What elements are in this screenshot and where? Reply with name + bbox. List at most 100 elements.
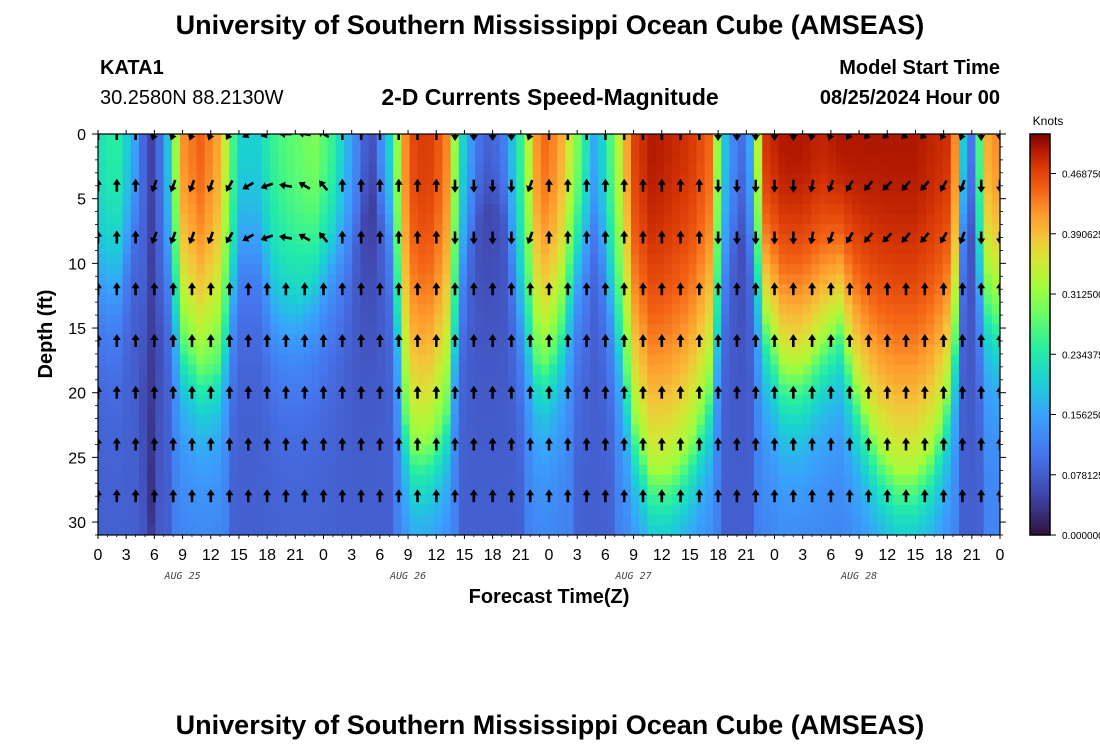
heat-cell — [139, 274, 148, 285]
heat-cell — [286, 364, 296, 376]
heat-cell — [245, 144, 255, 155]
heat-cell — [196, 294, 206, 306]
heat-cell — [598, 324, 607, 336]
heat-cell — [581, 454, 591, 466]
heat-cell — [319, 244, 329, 255]
heat-cell — [294, 414, 304, 426]
heat-cell — [171, 224, 181, 235]
heat-cell — [368, 144, 378, 155]
heat-cell — [770, 404, 780, 416]
heat-cell — [327, 244, 337, 255]
heat-cell — [590, 244, 599, 255]
heat-cell — [163, 154, 173, 165]
heat-cell — [540, 284, 550, 296]
heat-cell — [877, 134, 886, 145]
x-tick-label: 21 — [286, 547, 304, 564]
heat-cell — [672, 414, 681, 426]
heat-cell — [442, 314, 452, 326]
heat-cell — [672, 354, 681, 366]
current-arrow — [469, 437, 478, 451]
heat-cell — [877, 184, 886, 195]
heat-cell — [499, 154, 509, 165]
heat-cell — [122, 384, 132, 396]
heat-cell — [934, 374, 944, 386]
heat-cell — [844, 154, 853, 165]
heat-cell — [680, 274, 689, 285]
heat-cell — [401, 204, 411, 215]
heat-cell — [819, 344, 829, 356]
heat-cell — [655, 394, 665, 406]
current-arrow — [902, 437, 910, 451]
heat-cell — [376, 424, 386, 436]
heat-cell — [811, 284, 821, 296]
heat-cell — [516, 154, 525, 165]
x-tick-label: 0 — [94, 547, 103, 564]
heat-cell — [303, 514, 312, 526]
current-arrow — [242, 233, 255, 242]
heat-cell — [475, 464, 484, 476]
heat-cell — [360, 494, 370, 506]
current-arrow — [432, 334, 441, 347]
heat-cell — [253, 334, 263, 346]
heat-cell — [409, 414, 419, 426]
heat-cell — [975, 164, 985, 175]
heat-cell — [991, 244, 1000, 255]
heat-cell — [229, 354, 238, 366]
heat-cell — [778, 264, 788, 275]
heat-cell — [754, 294, 763, 306]
heat-cell — [229, 214, 238, 225]
heat-cell — [163, 504, 173, 516]
heat-cell — [795, 334, 804, 346]
heat-cell — [680, 224, 689, 235]
heat-cell — [696, 214, 706, 225]
heat-cell — [836, 164, 845, 175]
heat-cell — [893, 404, 903, 416]
heat-cell — [344, 234, 353, 245]
heat-cell — [122, 224, 132, 235]
heat-cell — [745, 344, 755, 356]
heat-cell — [803, 264, 812, 275]
heat-cell — [885, 184, 894, 195]
heat-cell — [475, 404, 484, 416]
heat-cell — [286, 164, 296, 175]
x-tick-label: 15 — [456, 547, 474, 564]
heat-cell — [918, 404, 927, 416]
heat-cell — [344, 384, 353, 396]
heat-cell — [434, 214, 443, 225]
heat-cell — [311, 324, 320, 336]
heat-cell — [163, 514, 173, 526]
heat-cell — [212, 454, 222, 466]
heat-cell — [688, 494, 698, 506]
heat-cell — [696, 444, 706, 456]
heat-cell — [196, 374, 206, 386]
current-arrow — [469, 179, 478, 193]
heat-cell — [827, 264, 837, 275]
heat-cell — [180, 184, 189, 195]
current-arrow — [225, 334, 234, 347]
current-arrow — [620, 437, 629, 451]
heat-cell — [622, 484, 632, 496]
heat-cell — [532, 214, 542, 225]
heat-cell — [590, 394, 599, 406]
heat-cell — [975, 374, 985, 386]
heat-cell — [278, 224, 288, 235]
heat-cell — [532, 254, 542, 265]
heat-cell — [909, 264, 919, 275]
heat-cell — [909, 244, 919, 255]
heat-cell — [885, 244, 894, 255]
heat-cell — [450, 314, 460, 326]
heat-cell — [573, 174, 583, 185]
current-arrow — [98, 489, 102, 503]
heat-cell — [762, 204, 771, 215]
heat-cell — [950, 284, 960, 296]
heat-cell — [303, 484, 312, 496]
heat-cell — [573, 354, 583, 366]
heat-cell — [130, 254, 140, 265]
heat-cell — [319, 364, 329, 376]
heat-cell — [950, 394, 960, 406]
heat-cell — [163, 384, 173, 396]
heat-cell — [729, 484, 739, 496]
heat-cell — [745, 184, 755, 195]
heat-cell — [311, 314, 320, 326]
heat-cell — [245, 284, 255, 296]
